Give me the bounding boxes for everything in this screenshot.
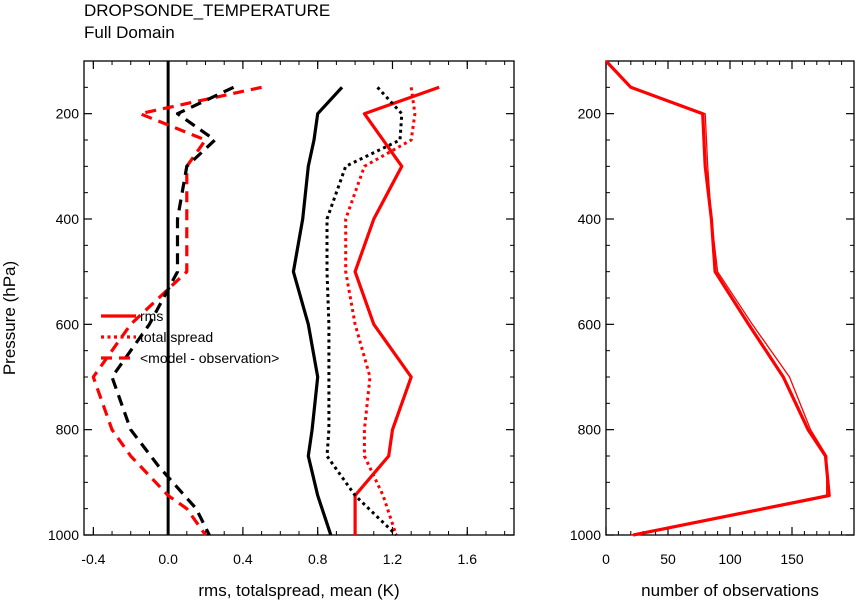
x-tick-label: 1.6 <box>458 551 478 567</box>
series-line-1-5 <box>325 86 404 537</box>
series-line-2-2 <box>605 60 828 536</box>
chart-subtitle: Full Domain <box>84 23 175 42</box>
series-line-1-2 <box>344 87 417 536</box>
legend-label-3: <model - observation> <box>140 350 279 366</box>
y-tick-label: 800 <box>56 422 80 438</box>
y-tick-label: 600 <box>578 316 602 332</box>
chart-title: DROPSONDE_TEMPERATURE <box>84 1 331 20</box>
legend-label-2: total spread <box>140 329 213 345</box>
y-tick-label: 400 <box>578 211 602 227</box>
series-line-2-1 <box>604 59 831 537</box>
x-axis-label: rms, totalspread, mean (K) <box>198 581 399 600</box>
plot-frame <box>83 60 515 536</box>
legend: rms total spread <model - observation> <box>101 308 279 366</box>
x-tick-label: 0.4 <box>233 551 253 567</box>
series-line-1-6 <box>110 85 235 536</box>
x-tick-label: 150 <box>780 551 804 567</box>
y-tick-label: 400 <box>56 211 80 227</box>
title-block: DROPSONDE_TEMPERATURE Full Domain <box>84 0 330 44</box>
x-tick-label: 50 <box>660 551 676 567</box>
y-tick-label: 200 <box>578 106 602 122</box>
y-tick-label: 1000 <box>570 527 601 543</box>
x-tick-label: 0.8 <box>308 551 328 567</box>
series-line-1-1 <box>353 85 440 535</box>
y-tick-label: 200 <box>56 106 80 122</box>
panel-left: 200 400 600 800 1000-0.4 0.0 0.4 0.8 1.2 1.6 rms, … <box>0 60 515 600</box>
x-tick-label: -0.4 <box>81 551 105 567</box>
y-tick-label: 800 <box>578 422 602 438</box>
legend-label-1: rms <box>140 308 163 324</box>
y-tick-label: 1000 <box>48 527 79 543</box>
x-tick-label: 0 <box>602 551 610 567</box>
y-tick-label: 600 <box>56 316 80 332</box>
x-axis-label: number of observations <box>641 581 819 600</box>
series-line-1-4 <box>291 86 344 536</box>
x-tick-label: 1.2 <box>383 551 403 567</box>
x-tick-label: 100 <box>718 551 742 567</box>
y-axis-label: Pressure (hPa) <box>0 261 19 375</box>
series-line-1-3 <box>91 85 262 536</box>
x-tick-label: 0.0 <box>158 551 178 567</box>
